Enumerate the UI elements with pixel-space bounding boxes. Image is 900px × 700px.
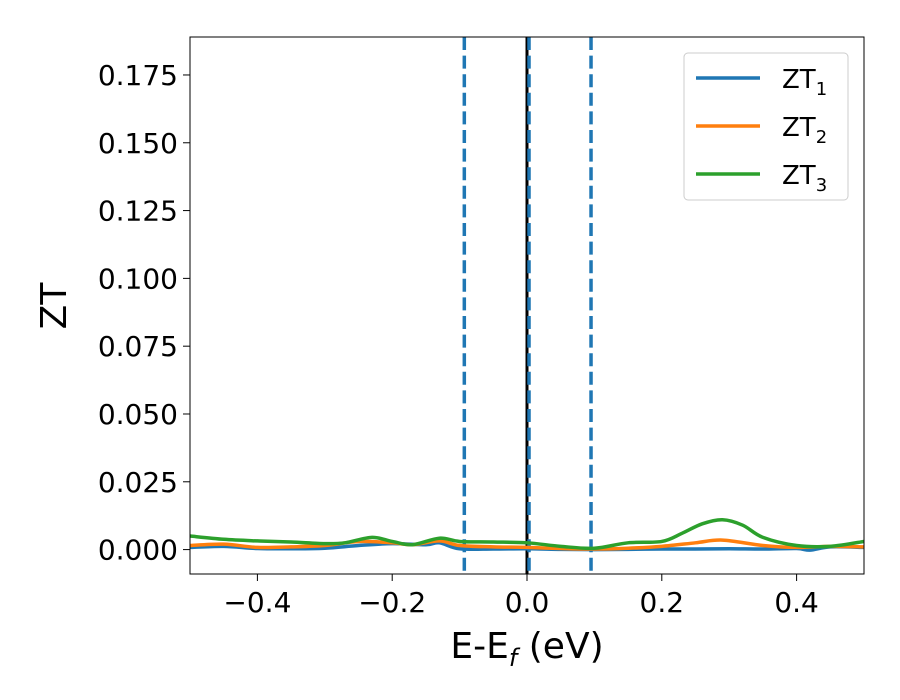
x-tick-label-0: −0.4	[223, 586, 291, 619]
x-tick-label-3: 0.2	[640, 586, 685, 619]
y-tick-label-4: 0.100	[98, 262, 178, 295]
legend-entries: ZT1 ZT2 ZT3	[696, 65, 827, 196]
x-axis-label-unit: (eV)	[517, 626, 603, 667]
y-tick-label-7: 0.175	[98, 59, 178, 92]
x-tick-label-4: 0.4	[774, 586, 819, 619]
legend-label-3: ZT3	[782, 161, 827, 196]
x-tick-label-2: 0.0	[505, 586, 550, 619]
y-tick-label-2: 0.050	[98, 398, 178, 431]
y-tick-label-0: 0.000	[98, 534, 178, 567]
vertical-lines	[462, 37, 593, 574]
y-axis: 0.000 0.025 0.050 0.075 0.100 0.125 0.150 0.175	[98, 59, 190, 567]
y-tick-label-3: 0.075	[98, 330, 178, 363]
legend-box	[683, 52, 849, 201]
x-tick-label-1: −0.2	[358, 586, 426, 619]
x-axis: −0.4 −0.2 0.0 0.2 0.4	[223, 574, 819, 619]
y-tick-label-1: 0.025	[98, 466, 178, 499]
legend-label-1: ZT1	[782, 65, 827, 100]
series-line-zt2	[190, 538, 864, 551]
x-axis-label: E-Ef (eV)	[450, 626, 603, 672]
series-line-zt3	[190, 518, 864, 551]
legend-label-2: ZT2	[782, 113, 827, 148]
y-axis-label: ZT	[34, 282, 75, 330]
y-tick-label-5: 0.125	[98, 195, 178, 228]
series-lines	[190, 518, 864, 552]
legend: ZT1 ZT2 ZT3	[683, 52, 849, 201]
y-tick-label-6: 0.150	[98, 127, 178, 160]
